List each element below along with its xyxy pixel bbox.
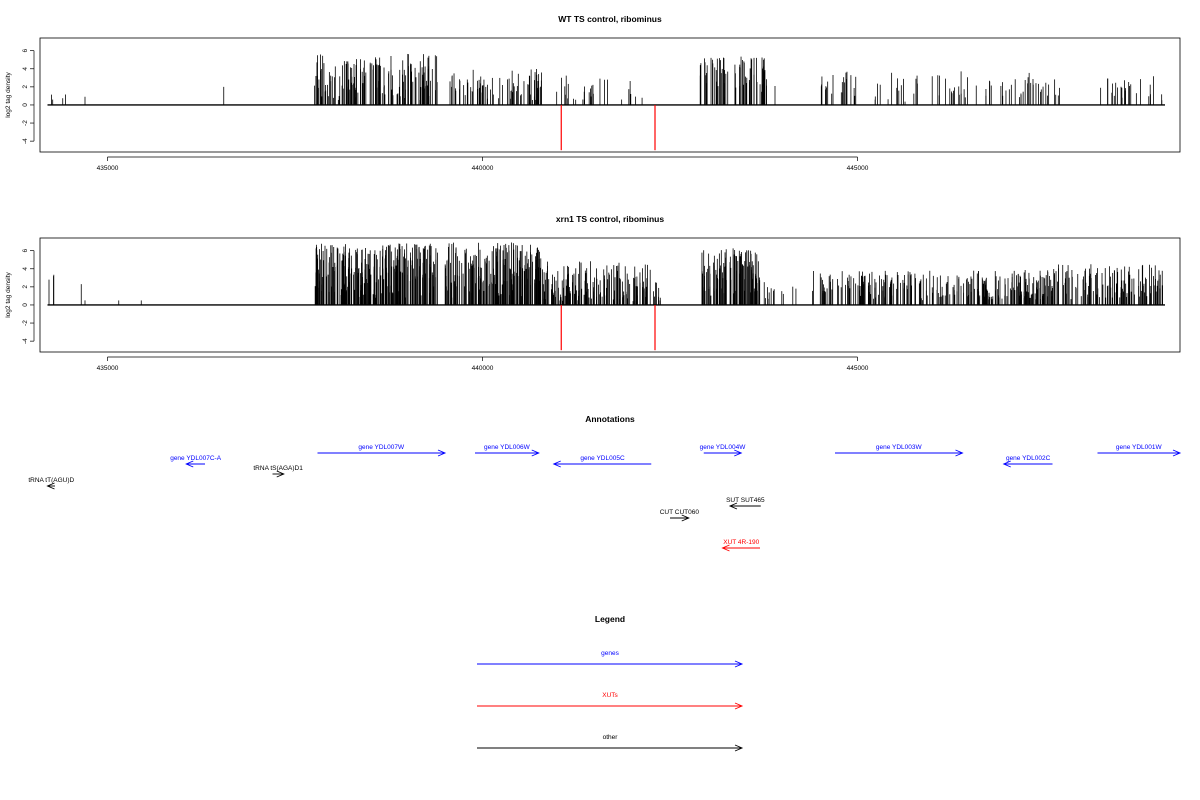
panel-xrn1-frame bbox=[39, 237, 1181, 353]
y-tick-label: 0 bbox=[22, 103, 29, 107]
annotation-label: gene YDL004W bbox=[700, 444, 747, 451]
annotation-features: gene YDL007C-A gene YDL007W gene YDL006W ge… bbox=[28, 444, 1182, 552]
annotation-gene-feature: gene YDL004W bbox=[700, 444, 747, 457]
annotation-other-feature: CUT CUT060 bbox=[660, 509, 700, 522]
y-tick-label: -2 bbox=[22, 120, 29, 126]
panel-xrn1: xrn1 TS control, ribominus log2 tag dens… bbox=[5, 214, 1181, 372]
annotation-gene-feature: gene YDL002C bbox=[1002, 455, 1053, 468]
legend-item-gene: genes bbox=[477, 650, 744, 668]
panel-wt-y-axis: -4 -2 0 2 4 6 bbox=[22, 48, 35, 144]
y-tick-label: 6 bbox=[22, 48, 29, 52]
panel-xrn1-y-axis: -4 -2 0 2 4 6 bbox=[22, 248, 35, 344]
y-tick-label: -2 bbox=[22, 320, 29, 326]
annotation-label: gene YDL006W bbox=[484, 444, 531, 451]
x-tick-label: 445000 bbox=[847, 365, 869, 372]
panel-wt-ylabel: log2 tag density bbox=[5, 71, 12, 117]
panel-wt-bars bbox=[47, 53, 1165, 151]
legend-item-xut: XUTs bbox=[477, 692, 744, 710]
y-tick-label: -4 bbox=[22, 338, 29, 344]
legend-panel: Legend genes XUTs other bbox=[477, 614, 744, 752]
annotation-label: gene YDL007C-A bbox=[170, 455, 221, 462]
legend-items: genes XUTs other bbox=[477, 650, 744, 752]
panel-wt: WT TS control, ribominus log2 tag densit… bbox=[5, 14, 1181, 172]
legend-item-other: other bbox=[477, 734, 744, 752]
y-tick-label: 4 bbox=[22, 267, 29, 271]
annotation-xut-feature: XUT 4R-190 bbox=[721, 539, 760, 552]
annotation-other-feature: SUT SUT465 bbox=[726, 497, 765, 510]
annotation-label: tRNA tS(AGA)D1 bbox=[253, 465, 303, 472]
panel-xrn1-bars bbox=[47, 242, 1165, 351]
x-tick-label: 445000 bbox=[847, 165, 869, 172]
panel-wt-title: WT TS control, ribominus bbox=[558, 14, 662, 24]
x-tick-label: 440000 bbox=[472, 365, 494, 372]
panel-xrn1-x-axis: 435000 440000 445000 bbox=[97, 356, 869, 372]
annotation-gene-feature: gene YDL005C bbox=[552, 455, 652, 468]
panel-xrn1-title: xrn1 TS control, ribominus bbox=[556, 214, 664, 224]
y-tick-label: 6 bbox=[22, 248, 29, 252]
annotations-title: Annotations bbox=[585, 414, 635, 424]
annotation-label: XUT 4R-190 bbox=[723, 539, 759, 546]
legend-label: other bbox=[603, 734, 619, 741]
annotation-gene-feature: gene YDL006W bbox=[475, 444, 540, 457]
annotation-label: tRNA tT(AGU)D bbox=[28, 477, 74, 484]
annotation-gene-feature: gene YDL003W bbox=[835, 444, 964, 457]
y-tick-label: 4 bbox=[22, 67, 29, 71]
annotation-gene-feature: gene YDL007W bbox=[317, 444, 447, 457]
annotation-label: gene YDL005C bbox=[580, 455, 625, 462]
x-tick-label: 435000 bbox=[97, 365, 119, 372]
annotation-other-feature: tRNA tS(AGA)D1 bbox=[253, 465, 303, 478]
annotation-other-feature: tRNA tT(AGU)D bbox=[28, 477, 74, 490]
panel-xrn1-ylabel: log2 tag density bbox=[5, 271, 12, 317]
y-tick-label: 2 bbox=[22, 85, 29, 89]
annotation-gene-feature: gene YDL001W bbox=[1097, 444, 1182, 457]
legend-label: XUTs bbox=[602, 692, 618, 699]
x-tick-label: 435000 bbox=[97, 165, 119, 172]
annotation-label: gene YDL007W bbox=[358, 444, 405, 451]
annotation-label: gene YDL002C bbox=[1006, 455, 1051, 462]
panel-wt-x-axis: 435000 440000 445000 bbox=[97, 156, 869, 172]
annotation-gene-feature: gene YDL007C-A bbox=[170, 455, 222, 468]
annotation-label: CUT CUT060 bbox=[660, 509, 700, 516]
y-tick-label: 2 bbox=[22, 285, 29, 289]
annotation-label: SUT SUT465 bbox=[726, 497, 765, 504]
x-tick-label: 440000 bbox=[472, 165, 494, 172]
y-tick-label: -4 bbox=[22, 138, 29, 144]
legend-label: genes bbox=[601, 650, 619, 657]
annotation-label: gene YDL001W bbox=[1116, 444, 1163, 451]
legend-title: Legend bbox=[595, 614, 625, 624]
y-tick-label: 0 bbox=[22, 303, 29, 307]
annotation-label: gene YDL003W bbox=[876, 444, 923, 451]
panel-wt-frame bbox=[39, 37, 1181, 153]
